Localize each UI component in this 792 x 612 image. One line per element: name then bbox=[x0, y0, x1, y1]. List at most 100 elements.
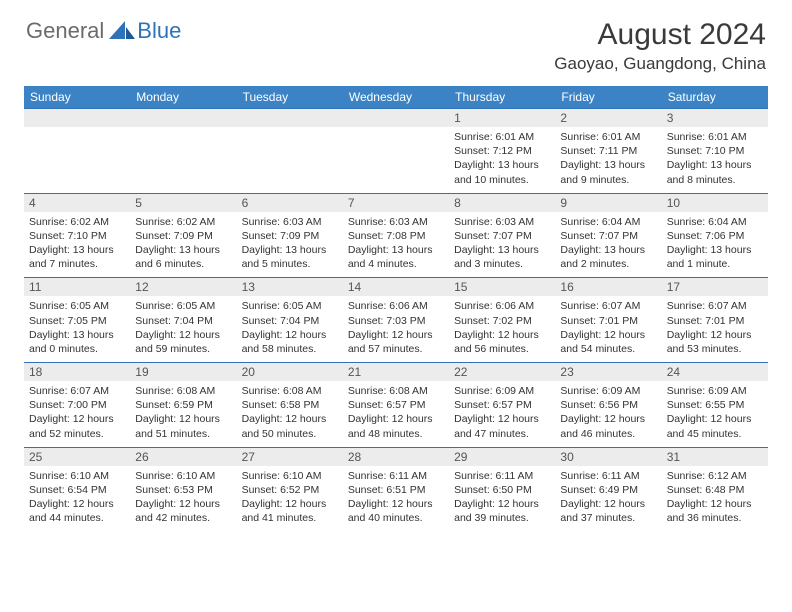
day-details: Sunrise: 6:08 AMSunset: 6:57 PMDaylight:… bbox=[343, 381, 449, 447]
sunrise-text: Sunrise: 6:06 AM bbox=[454, 299, 550, 313]
sunrise-text: Sunrise: 6:07 AM bbox=[29, 384, 125, 398]
dow-tuesday: Tuesday bbox=[237, 86, 343, 109]
day-number: 26 bbox=[130, 448, 236, 466]
sunset-text: Sunset: 6:59 PM bbox=[135, 398, 231, 412]
day-cell: 22Sunrise: 6:09 AMSunset: 6:57 PMDayligh… bbox=[449, 363, 555, 448]
sunrise-text: Sunrise: 6:11 AM bbox=[348, 469, 444, 483]
day-number: 10 bbox=[662, 194, 768, 212]
daylight-text: Daylight: 13 hours and 3 minutes. bbox=[454, 243, 550, 271]
day-number: 31 bbox=[662, 448, 768, 466]
daylight-text: Daylight: 12 hours and 50 minutes. bbox=[242, 412, 338, 440]
day-number: 17 bbox=[662, 278, 768, 296]
day-cell: 6Sunrise: 6:03 AMSunset: 7:09 PMDaylight… bbox=[237, 193, 343, 278]
sunrise-text: Sunrise: 6:08 AM bbox=[242, 384, 338, 398]
day-details: Sunrise: 6:03 AMSunset: 7:09 PMDaylight:… bbox=[237, 212, 343, 278]
day-cell: 19Sunrise: 6:08 AMSunset: 6:59 PMDayligh… bbox=[130, 363, 236, 448]
dow-thursday: Thursday bbox=[449, 86, 555, 109]
day-number: 21 bbox=[343, 363, 449, 381]
title-block: August 2024 Gaoyao, Guangdong, China bbox=[554, 18, 766, 74]
day-details: Sunrise: 6:05 AMSunset: 7:04 PMDaylight:… bbox=[237, 296, 343, 362]
sunset-text: Sunset: 7:10 PM bbox=[667, 144, 763, 158]
day-number bbox=[237, 109, 343, 127]
day-number: 23 bbox=[555, 363, 661, 381]
day-details: Sunrise: 6:10 AMSunset: 6:54 PMDaylight:… bbox=[24, 466, 130, 532]
week-row: 1Sunrise: 6:01 AMSunset: 7:12 PMDaylight… bbox=[24, 109, 768, 194]
day-details: Sunrise: 6:05 AMSunset: 7:05 PMDaylight:… bbox=[24, 296, 130, 362]
daylight-text: Daylight: 13 hours and 1 minute. bbox=[667, 243, 763, 271]
day-details: Sunrise: 6:11 AMSunset: 6:50 PMDaylight:… bbox=[449, 466, 555, 532]
daylight-text: Daylight: 12 hours and 51 minutes. bbox=[135, 412, 231, 440]
sunset-text: Sunset: 6:48 PM bbox=[667, 483, 763, 497]
sunset-text: Sunset: 7:07 PM bbox=[560, 229, 656, 243]
logo-sail-icon bbox=[109, 21, 135, 41]
day-details: Sunrise: 6:09 AMSunset: 6:55 PMDaylight:… bbox=[662, 381, 768, 447]
daylight-text: Daylight: 13 hours and 7 minutes. bbox=[29, 243, 125, 271]
sunset-text: Sunset: 7:06 PM bbox=[667, 229, 763, 243]
day-number: 7 bbox=[343, 194, 449, 212]
day-details bbox=[130, 127, 236, 187]
daylight-text: Daylight: 12 hours and 59 minutes. bbox=[135, 328, 231, 356]
day-cell: 23Sunrise: 6:09 AMSunset: 6:56 PMDayligh… bbox=[555, 363, 661, 448]
day-number: 22 bbox=[449, 363, 555, 381]
sunrise-text: Sunrise: 6:06 AM bbox=[348, 299, 444, 313]
sunset-text: Sunset: 7:04 PM bbox=[242, 314, 338, 328]
day-details: Sunrise: 6:08 AMSunset: 6:58 PMDaylight:… bbox=[237, 381, 343, 447]
sunrise-text: Sunrise: 6:01 AM bbox=[667, 130, 763, 144]
day-number: 27 bbox=[237, 448, 343, 466]
day-number: 5 bbox=[130, 194, 236, 212]
day-cell: 26 Sunrise: 6:10 AMSunset: 6:53 PMDayligh… bbox=[130, 447, 236, 531]
day-cell bbox=[24, 109, 130, 194]
day-details: Sunrise: 6:12 AMSunset: 6:48 PMDaylight:… bbox=[662, 466, 768, 532]
logo-text-blue: Blue bbox=[137, 18, 181, 44]
sunrise-text: Sunrise: 6:01 AM bbox=[454, 130, 550, 144]
sunset-text: Sunset: 6:56 PM bbox=[560, 398, 656, 412]
sunset-text: Sunset: 7:07 PM bbox=[454, 229, 550, 243]
day-cell: 15Sunrise: 6:06 AMSunset: 7:02 PMDayligh… bbox=[449, 278, 555, 363]
day-number: 13 bbox=[237, 278, 343, 296]
sunset-text: Sunset: 6:54 PM bbox=[29, 483, 125, 497]
daylight-text: Daylight: 12 hours and 37 minutes. bbox=[560, 497, 656, 525]
daylight-text: Daylight: 12 hours and 42 minutes. bbox=[135, 497, 231, 525]
week-row: 18Sunrise: 6:07 AMSunset: 7:00 PMDayligh… bbox=[24, 363, 768, 448]
daylight-text: Daylight: 12 hours and 57 minutes. bbox=[348, 328, 444, 356]
daylight-text: Daylight: 12 hours and 58 minutes. bbox=[242, 328, 338, 356]
day-details: Sunrise: 6:02 AMSunset: 7:10 PMDaylight:… bbox=[24, 212, 130, 278]
day-number: 3 bbox=[662, 109, 768, 127]
calendar-table: Sunday Monday Tuesday Wednesday Thursday… bbox=[24, 86, 768, 531]
day-details: Sunrise: 6:07 AMSunset: 7:01 PMDaylight:… bbox=[555, 296, 661, 362]
day-details bbox=[343, 127, 449, 187]
sunrise-text: Sunrise: 6:08 AM bbox=[348, 384, 444, 398]
week-row: 4Sunrise: 6:02 AMSunset: 7:10 PMDaylight… bbox=[24, 193, 768, 278]
day-cell: 21Sunrise: 6:08 AMSunset: 6:57 PMDayligh… bbox=[343, 363, 449, 448]
day-cell bbox=[130, 109, 236, 194]
day-cell: 12Sunrise: 6:05 AMSunset: 7:04 PMDayligh… bbox=[130, 278, 236, 363]
day-number: 9 bbox=[555, 194, 661, 212]
day-details: Sunrise: 6:05 AMSunset: 7:04 PMDaylight:… bbox=[130, 296, 236, 362]
sunset-text: Sunset: 6:51 PM bbox=[348, 483, 444, 497]
month-title: August 2024 bbox=[554, 18, 766, 52]
location: Gaoyao, Guangdong, China bbox=[554, 54, 766, 74]
day-number: 30 bbox=[555, 448, 661, 466]
sunrise-text: Sunrise: 6:02 AM bbox=[135, 215, 231, 229]
day-cell: 17Sunrise: 6:07 AMSunset: 7:01 PMDayligh… bbox=[662, 278, 768, 363]
sunrise-text: Sunrise: 6:11 AM bbox=[560, 469, 656, 483]
sunrise-text: Sunrise: 6:01 AM bbox=[560, 130, 656, 144]
daylight-text: Daylight: 13 hours and 9 minutes. bbox=[560, 158, 656, 186]
day-number: 24 bbox=[662, 363, 768, 381]
day-cell: 16Sunrise: 6:07 AMSunset: 7:01 PMDayligh… bbox=[555, 278, 661, 363]
day-number: 18 bbox=[24, 363, 130, 381]
day-details: Sunrise: 6:03 AMSunset: 7:07 PMDaylight:… bbox=[449, 212, 555, 278]
dow-saturday: Saturday bbox=[662, 86, 768, 109]
dow-friday: Friday bbox=[555, 86, 661, 109]
day-number: 1 bbox=[449, 109, 555, 127]
day-cell: 1Sunrise: 6:01 AMSunset: 7:12 PMDaylight… bbox=[449, 109, 555, 194]
day-cell: 9Sunrise: 6:04 AMSunset: 7:07 PMDaylight… bbox=[555, 193, 661, 278]
sunset-text: Sunset: 6:53 PM bbox=[135, 483, 231, 497]
day-cell: 31Sunrise: 6:12 AMSunset: 6:48 PMDayligh… bbox=[662, 447, 768, 531]
day-cell bbox=[237, 109, 343, 194]
sunrise-text: Sunrise: 6:10 AM bbox=[135, 469, 231, 483]
sunrise-text: Sunrise: 6:12 AM bbox=[667, 469, 763, 483]
sunrise-text: Sunrise: 6:09 AM bbox=[560, 384, 656, 398]
daylight-text: Daylight: 13 hours and 6 minutes. bbox=[135, 243, 231, 271]
sunrise-text: Sunrise: 6:03 AM bbox=[454, 215, 550, 229]
